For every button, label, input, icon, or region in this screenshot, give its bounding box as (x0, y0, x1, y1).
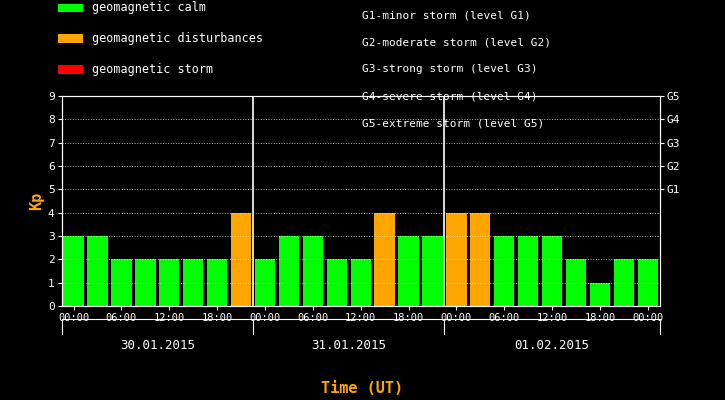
Bar (159, 259, 180, 306)
Bar (183, 259, 204, 306)
Text: Time (UT): Time (UT) (321, 381, 404, 396)
Bar (350, 259, 371, 306)
Text: geomagnetic disturbances: geomagnetic disturbances (92, 32, 263, 45)
Text: G5-extreme storm (level G5): G5-extreme storm (level G5) (362, 119, 544, 129)
Text: 30.01.2015: 30.01.2015 (120, 339, 195, 352)
Bar (470, 213, 491, 306)
Bar (135, 259, 156, 306)
Text: geomagnetic storm: geomagnetic storm (92, 63, 213, 76)
Bar (326, 259, 347, 306)
Text: G3-strong storm (level G3): G3-strong storm (level G3) (362, 64, 538, 74)
Bar (254, 259, 276, 306)
Y-axis label: Kp: Kp (29, 192, 44, 210)
Bar (87, 236, 108, 306)
Bar (302, 236, 323, 306)
Bar (422, 236, 443, 306)
Bar (637, 259, 658, 306)
Bar (207, 259, 228, 306)
Bar (494, 236, 515, 306)
Text: geomagnetic calm: geomagnetic calm (92, 2, 206, 14)
Bar (589, 283, 610, 306)
Text: G1-minor storm (level G1): G1-minor storm (level G1) (362, 10, 531, 20)
Bar (566, 259, 587, 306)
Bar (518, 236, 539, 306)
Bar (446, 213, 467, 306)
Text: G2-moderate storm (level G2): G2-moderate storm (level G2) (362, 37, 552, 47)
Bar (398, 236, 419, 306)
Bar (613, 259, 634, 306)
Bar (542, 236, 563, 306)
Text: G4-severe storm (level G4): G4-severe storm (level G4) (362, 92, 538, 102)
Bar (231, 213, 252, 306)
Text: 01.02.2015: 01.02.2015 (515, 339, 589, 352)
Text: 31.01.2015: 31.01.2015 (311, 339, 386, 352)
Bar (278, 236, 299, 306)
Bar (63, 236, 84, 306)
Bar (374, 213, 395, 306)
Bar (111, 259, 132, 306)
